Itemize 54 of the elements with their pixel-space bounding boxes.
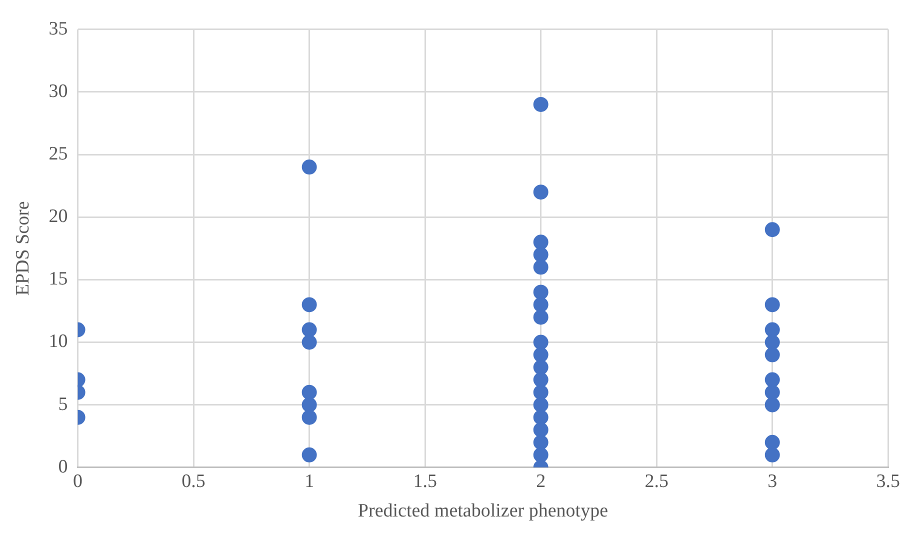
x-tick-label: 3 [768,470,778,492]
point [533,297,548,312]
point [533,347,548,362]
point [764,297,780,312]
point [764,397,780,412]
point [533,410,548,425]
point [533,447,548,462]
point [764,447,780,462]
point [533,397,548,412]
point [764,347,780,362]
y-tick-label: 5 [58,394,68,415]
point [764,434,780,450]
y-tick-label: 20 [48,206,68,228]
point [302,334,317,350]
point [764,384,780,400]
point [533,422,548,438]
x-tick-label: 0.5 [182,470,206,492]
point [533,384,548,400]
point [302,397,317,412]
y-tick-label: 25 [48,144,68,165]
point [533,284,548,300]
point [533,184,548,200]
point [533,334,548,350]
point [302,297,317,312]
x-axis-title: Predicted metabolizer phenotype [358,500,608,522]
y-axis-title: EPDS Score [12,201,34,296]
point [533,96,548,112]
point [302,384,317,400]
point [764,372,780,388]
y-tick-label: 10 [48,331,68,352]
point [533,260,548,275]
y-tick-label: 15 [48,268,68,290]
x-tick-label: 1.5 [413,470,437,492]
point [533,360,548,375]
point [764,222,780,238]
point [302,447,317,462]
point [302,160,317,175]
point [533,234,548,250]
x-tick-label: 2 [536,470,546,492]
point [533,247,548,262]
point [302,322,317,338]
point [533,310,548,325]
y-tick-label: 0 [58,456,68,478]
x-tick-label: 2.5 [644,470,668,492]
y-tick-label: 35 [48,18,68,40]
x-tick-label: 0 [73,470,83,492]
y-tick-label: 30 [48,80,68,102]
x-tick-label: 3.5 [876,470,900,492]
point [533,434,548,450]
x-tick-label: 1 [304,470,314,492]
point [302,410,317,425]
point [764,334,780,350]
point [533,372,548,388]
point [764,322,780,338]
